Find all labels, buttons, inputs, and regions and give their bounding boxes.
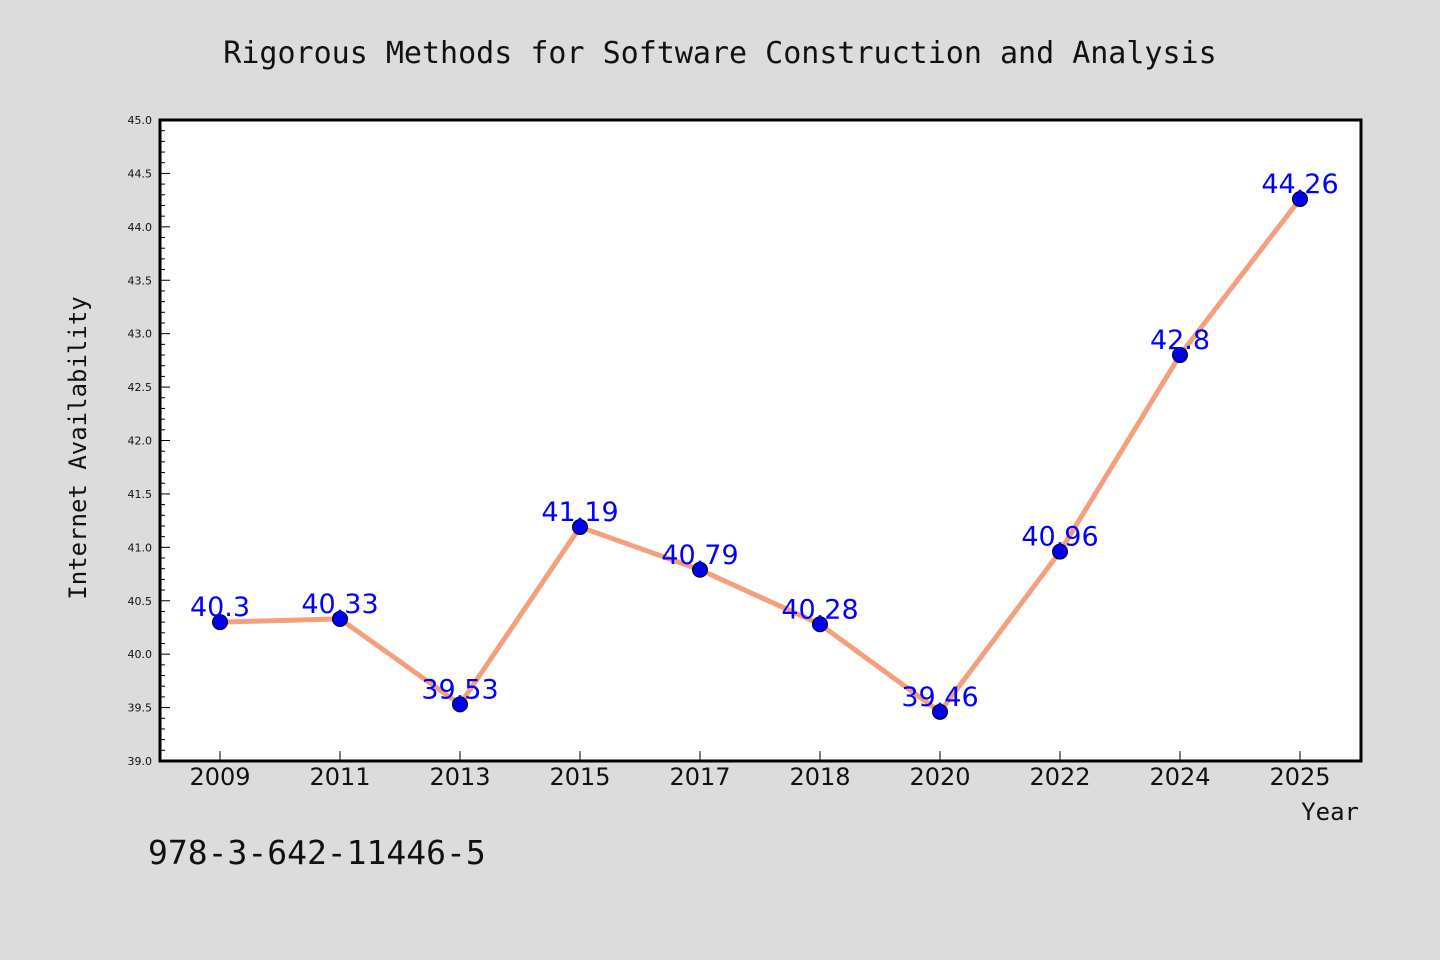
x-tick-label: 2018 <box>789 763 850 791</box>
data-point-marker <box>572 519 588 536</box>
x-tick-label: 2024 <box>1149 763 1210 791</box>
y-axis: 39.0 39.5 40.0 40.5 41.0 41.5 42.0 42.5 43.0 43.5… <box>128 114 170 768</box>
x-tick-label: 2017 <box>669 763 730 791</box>
x-tick-label: 2009 <box>189 763 250 791</box>
y-tick-label: 41.0 <box>128 541 153 554</box>
y-tick-label: 39.0 <box>128 755 153 768</box>
y-tick-label: 41.5 <box>128 488 153 501</box>
x-tick-label: 2011 <box>309 763 370 791</box>
footnote-isbn: 978-3-642-11446-5 <box>148 833 486 872</box>
y-tick-label: 42.5 <box>128 381 153 394</box>
data-point-marker <box>1292 191 1308 208</box>
data-point-marker <box>212 614 228 631</box>
data-point-label: 39.46 <box>901 682 978 713</box>
x-axis: 2009 2011 2013 2015 2017 2018 2020 2022 2024 2025 <box>189 751 1331 791</box>
data-point-marker <box>1172 347 1188 364</box>
data-point-marker <box>812 616 828 633</box>
x-tick-label: 2015 <box>549 763 610 791</box>
x-tick-label: 2013 <box>429 763 490 791</box>
data-point-label: 40.28 <box>781 594 858 625</box>
x-tick-label: 2025 <box>1269 763 1330 791</box>
plot-area <box>158 118 1363 763</box>
series-group: 40.3 40.33 39.53 41.19 40.79 40.28 39.46 40.96 4… <box>190 169 1339 720</box>
y-tick-label: 43.0 <box>128 328 153 341</box>
y-tick-label: 44.5 <box>128 167 153 180</box>
data-point-label: 42.8 <box>1150 325 1210 356</box>
data-point-label: 41.19 <box>541 497 618 528</box>
y-tick-label: 40.5 <box>128 595 153 608</box>
data-point-label: 40.3 <box>190 592 250 623</box>
data-point-label: 40.33 <box>301 589 378 620</box>
x-tick-label: 2022 <box>1029 763 1090 791</box>
data-point-marker <box>692 561 708 578</box>
data-point-label: 44.26 <box>1261 169 1338 200</box>
y-tick-label: 40.0 <box>128 648 153 661</box>
series-line <box>217 196 1303 715</box>
y-tick-label: 39.5 <box>128 702 153 715</box>
y-tick-label: 45.0 <box>128 114 153 127</box>
y-axis-label: Internet Availability <box>64 296 92 599</box>
data-point-marker <box>932 703 948 720</box>
y-tick-label: 43.5 <box>128 274 153 287</box>
data-point-marker <box>452 696 468 713</box>
data-point-marker <box>332 610 348 627</box>
y-tick-label: 44.0 <box>128 221 153 234</box>
data-point-label: 40.79 <box>661 540 738 571</box>
y-tick-label: 42.0 <box>128 435 153 448</box>
data-point-marker <box>1052 543 1068 560</box>
x-axis-label: Year <box>1301 798 1359 826</box>
data-point-label: 40.96 <box>1021 522 1098 553</box>
x-tick-label: 2020 <box>909 763 970 791</box>
chart-title: Rigorous Methods for Software Constructi… <box>223 36 1216 71</box>
data-point-label: 39.53 <box>421 674 498 705</box>
